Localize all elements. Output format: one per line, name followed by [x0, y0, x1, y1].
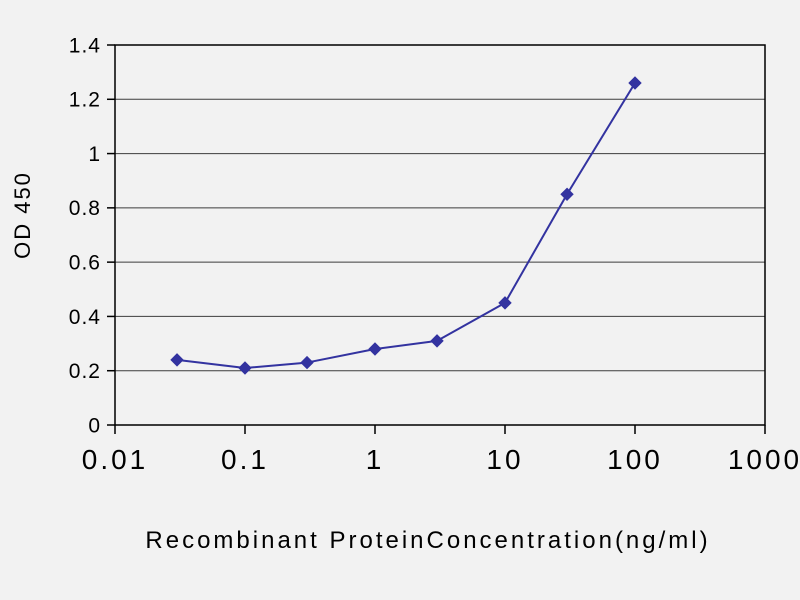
data-point-marker — [560, 187, 574, 201]
y-tick-label: 0.8 — [69, 197, 101, 220]
y-tick-label: 0 — [88, 414, 101, 437]
axes — [107, 44, 766, 434]
data-point-marker — [430, 334, 444, 348]
y-tick-label: 0.2 — [69, 360, 101, 383]
data-point-marker — [368, 342, 382, 356]
y-axis-title: OD 450 — [10, 171, 35, 259]
data-point-marker — [170, 353, 184, 367]
y-tick-label: 1 — [88, 143, 101, 166]
y-tick-label: 0.6 — [69, 251, 101, 274]
data-series — [170, 76, 642, 375]
plot-border — [114, 44, 766, 426]
data-point-marker — [300, 355, 314, 370]
gridlines — [115, 44, 765, 372]
series-line — [176, 82, 636, 369]
data-point-marker — [238, 361, 252, 375]
data-point-marker — [498, 296, 512, 310]
x-tick-label: 0.1 — [221, 444, 269, 475]
x-tick-label: 10 — [486, 444, 523, 475]
y-tick-label: 1.2 — [69, 89, 101, 112]
x-tick-label: 1 — [366, 444, 385, 475]
x-tick-label: 100 — [607, 444, 663, 475]
y-tick-label: 1.4 — [69, 34, 101, 57]
x-tick-label: 1000 — [728, 444, 800, 475]
x-tick-label: 0.01 — [82, 444, 149, 475]
x-axis-title: Recombinant ProteinConcentration(ng/ml) — [145, 527, 710, 554]
y-tick-label: 0.4 — [69, 306, 101, 329]
tick-labels: 0 0.2 0.4 0.6 0.8 1 1.2 1.4 0.01 0.1 1 10 100 1000 — [69, 34, 800, 475]
data-point-marker — [628, 76, 642, 90]
